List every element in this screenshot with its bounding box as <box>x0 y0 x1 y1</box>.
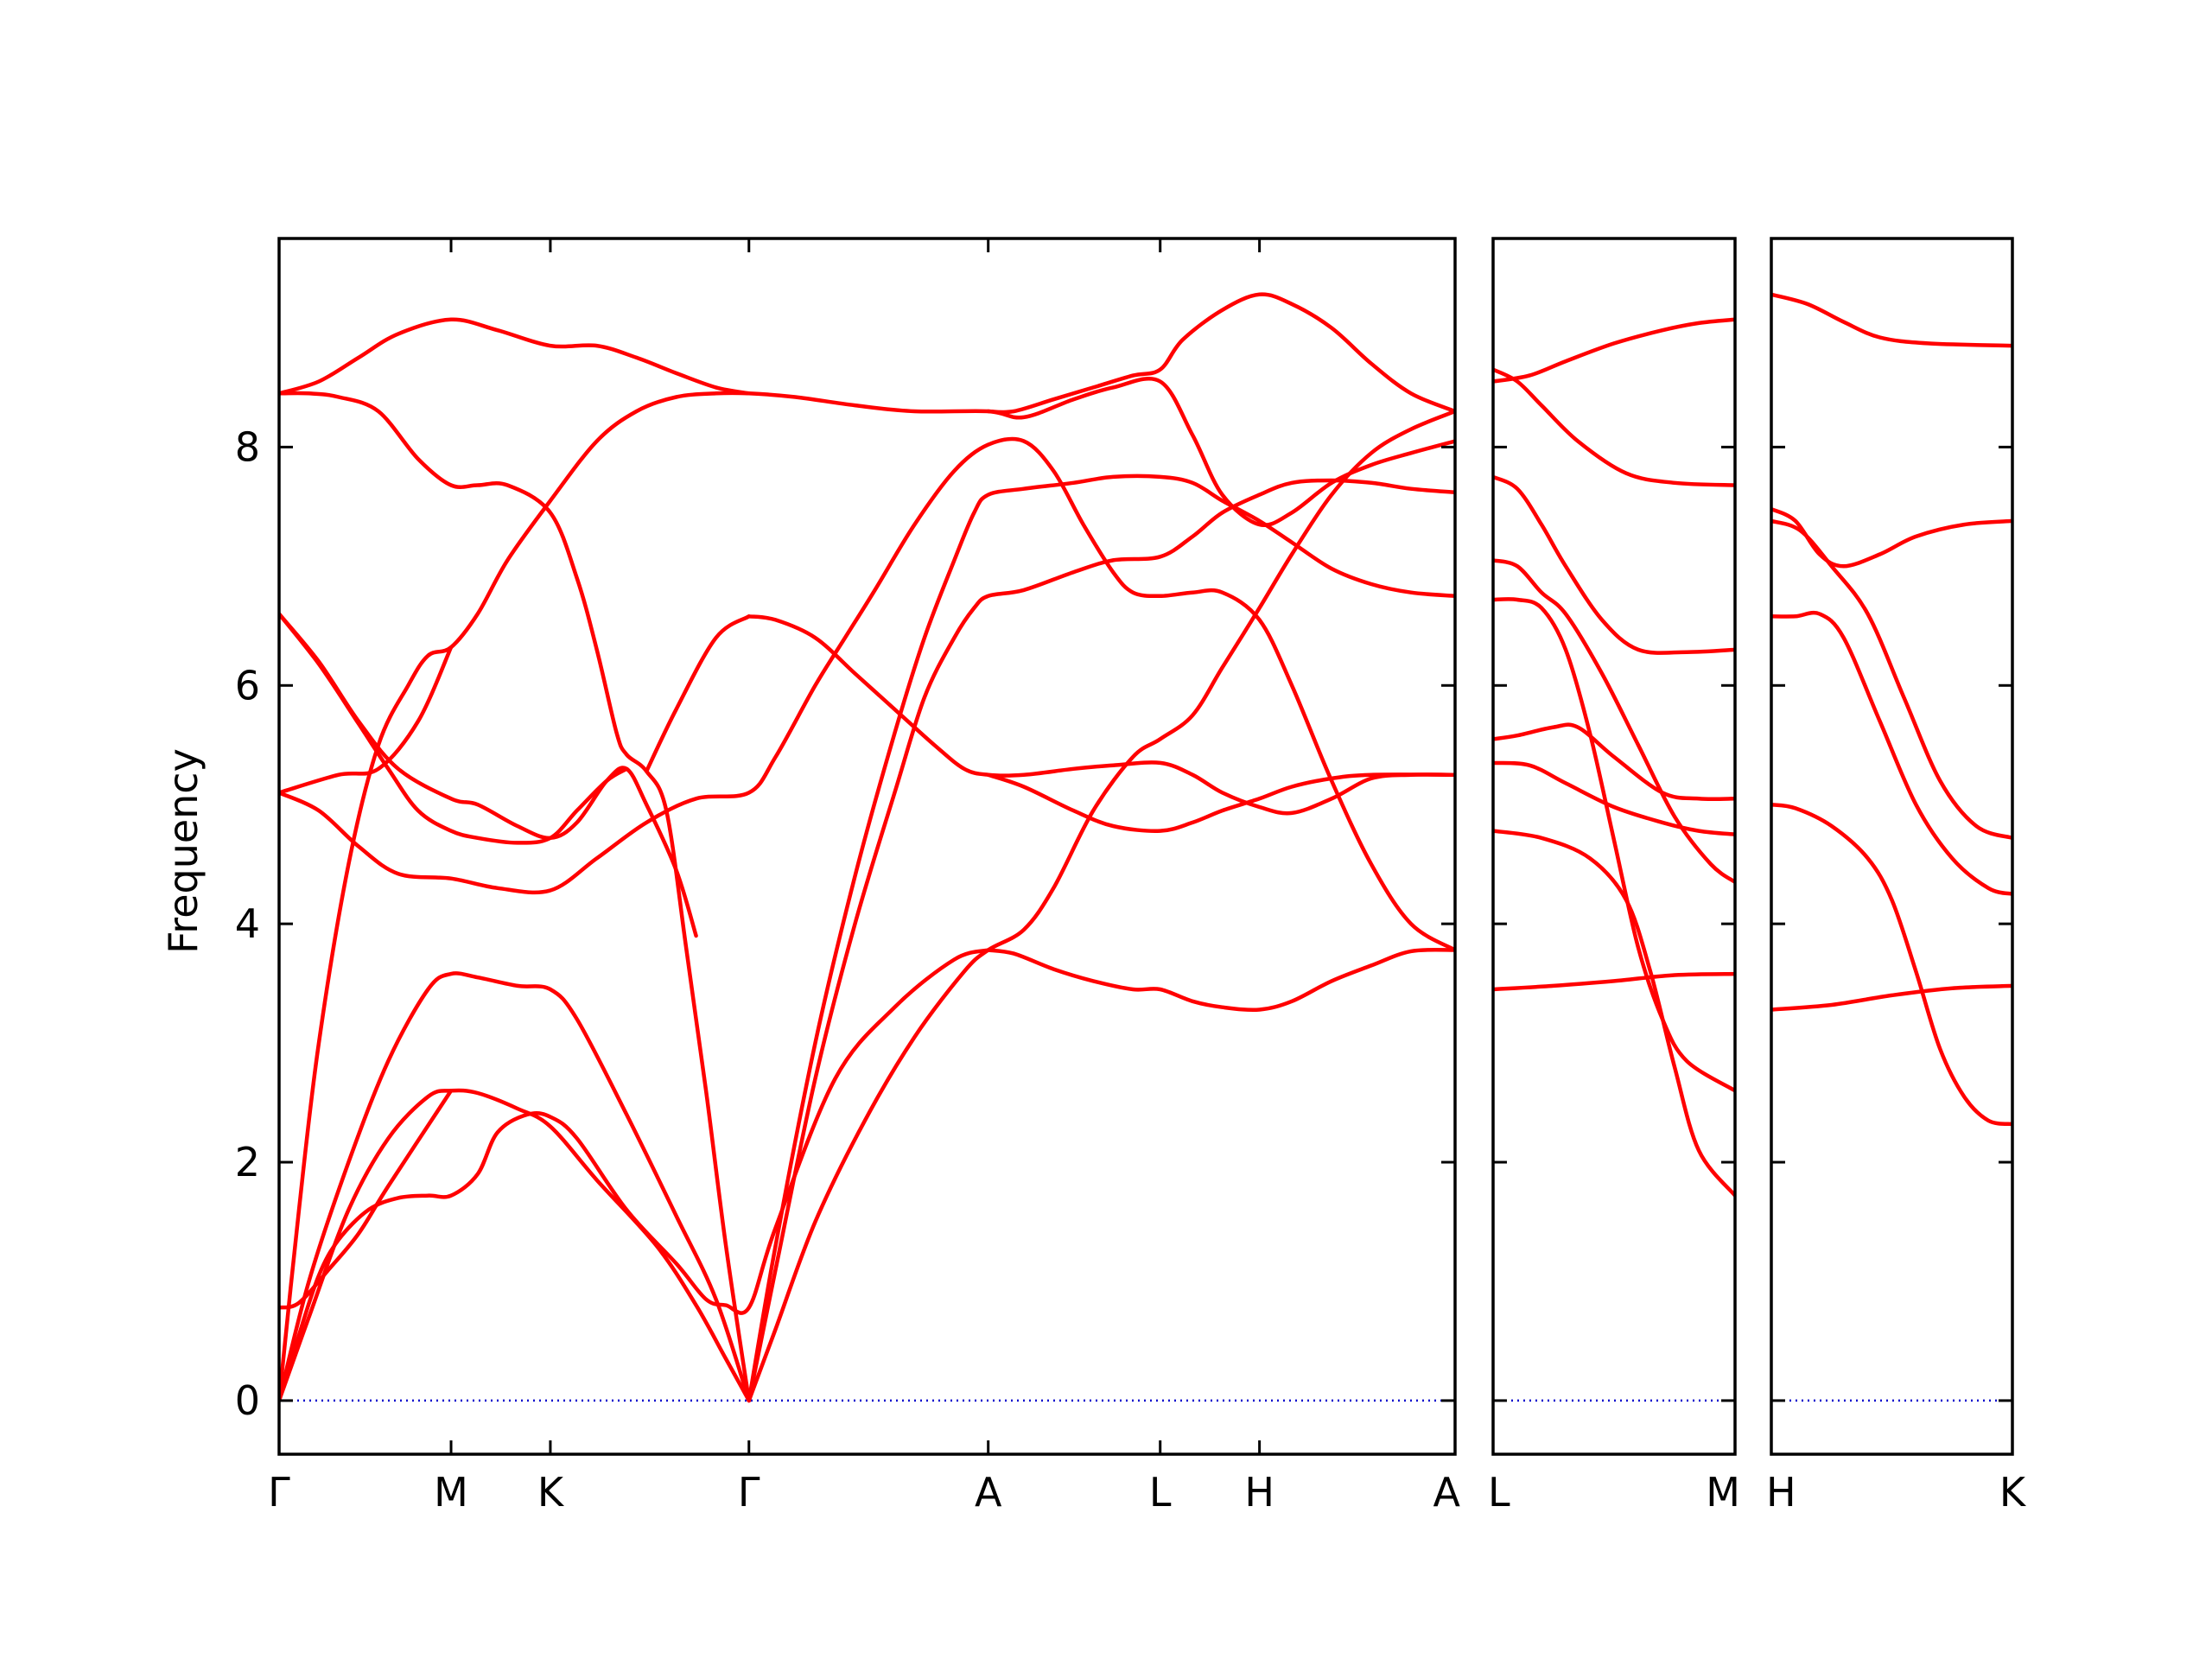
x-tick-label: K <box>1999 1469 2027 1516</box>
x-tick-label: H <box>1244 1469 1274 1516</box>
phonon-band-line <box>986 947 1455 1013</box>
x-tick-label: L <box>1488 1469 1510 1516</box>
x-tick-label: L <box>1149 1469 1172 1516</box>
phonon-band-line <box>279 1088 752 1403</box>
x-tick-label: M <box>1706 1469 1740 1516</box>
phonon-band-line <box>1493 558 1735 885</box>
phonon-band-line <box>1771 983 2012 1012</box>
y-tick-label: 6 <box>235 662 260 709</box>
panel-frame <box>1491 237 1737 1456</box>
y-tick-label: 8 <box>235 423 260 470</box>
phonon-band-line <box>279 436 1455 952</box>
phonon-band-line <box>1493 474 1735 655</box>
x-tick-label: A <box>975 1469 1002 1516</box>
x-tick-label: M <box>434 1469 468 1516</box>
phonon-band-line <box>279 317 752 396</box>
phonon-band-line <box>1771 802 2012 1127</box>
phonon-band-line <box>1493 760 1735 836</box>
phonon-band-line <box>986 292 1455 415</box>
phonon-band-line <box>747 614 1455 816</box>
phonon-band-line <box>1771 610 2012 896</box>
phonon-band-line <box>279 948 990 1403</box>
phonon-band-line <box>986 772 1455 833</box>
phonon-band-line <box>279 971 752 1403</box>
bands <box>279 292 1455 1403</box>
phonon-band-line <box>279 1089 454 1310</box>
phonon-band-line <box>747 474 1455 1403</box>
phonon-band-line <box>747 409 1455 1403</box>
phonon-band-line <box>279 612 629 845</box>
y-tick-label: 4 <box>235 900 260 947</box>
phonon-band-line <box>1771 506 2012 569</box>
y-axis-title: Frequency <box>160 748 207 954</box>
phonon-band-line <box>1493 829 1735 1198</box>
phonon-band-line <box>1493 722 1735 802</box>
y-tick-label: 2 <box>235 1139 260 1185</box>
bands <box>1493 317 1735 1198</box>
bands <box>1771 292 2012 1127</box>
phonon-band-line <box>1493 971 1735 992</box>
phonon-band-line <box>279 376 1455 1403</box>
phonon-band-line <box>644 614 752 773</box>
phonon-band-line <box>1493 597 1735 1093</box>
phonon-band-line <box>1493 367 1735 487</box>
x-tick-label: A <box>1433 1469 1461 1516</box>
panel-frame <box>1770 237 2014 1456</box>
phonon-band-line <box>279 645 454 795</box>
x-tick-label: H <box>1766 1469 1796 1516</box>
y-tick-label: 0 <box>235 1377 260 1424</box>
phonon-band-line <box>747 478 1455 1403</box>
phonon-band-line <box>1493 317 1735 384</box>
phonon-band-line <box>1771 518 2012 841</box>
x-tick-label: Γ <box>268 1469 290 1516</box>
panel-frame <box>277 237 1457 1456</box>
phonon-band-line <box>279 391 752 1403</box>
y-axis-tick-labels: 0 2 4 6 8 <box>235 423 260 1424</box>
x-tick-label: K <box>537 1469 565 1516</box>
x-tick-label: Γ <box>738 1469 760 1516</box>
phonon-band-line <box>1771 292 2012 348</box>
